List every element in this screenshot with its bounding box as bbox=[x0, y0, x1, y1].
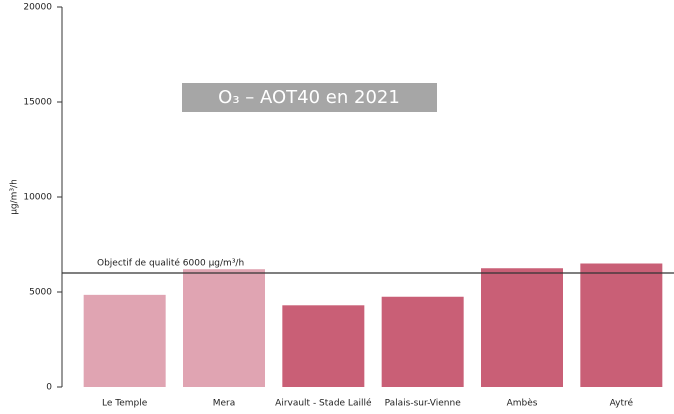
chart-title: O₃ – AOT40 en 2021 bbox=[218, 87, 400, 108]
title-box bbox=[182, 83, 437, 112]
y-tick-label: 5000 bbox=[29, 288, 52, 298]
x-tick-label: Ambès bbox=[507, 398, 538, 409]
x-tick-label: Aytré bbox=[610, 398, 634, 409]
x-tick-label: Palais-sur-Vienne bbox=[385, 399, 462, 409]
y-axis-label: µg/m³/h bbox=[10, 179, 20, 215]
bar bbox=[481, 268, 563, 387]
bar bbox=[183, 269, 265, 387]
x-tick-label: Le Temple bbox=[102, 399, 148, 409]
y-tick-label: 10000 bbox=[23, 193, 52, 203]
y-tick-label: 20000 bbox=[23, 3, 52, 13]
y-tick-label: 15000 bbox=[23, 98, 52, 108]
bar bbox=[282, 305, 365, 387]
bar bbox=[580, 263, 663, 387]
bar bbox=[381, 296, 464, 387]
threshold-label: Objectif de qualité 6000 µg/m³/h bbox=[97, 258, 244, 269]
y-tick-label: 0 bbox=[46, 383, 52, 393]
bar bbox=[83, 294, 166, 387]
x-tick-label: Airvault - Stade Laillé bbox=[275, 398, 372, 409]
x-tick-label: Mera bbox=[213, 399, 236, 409]
